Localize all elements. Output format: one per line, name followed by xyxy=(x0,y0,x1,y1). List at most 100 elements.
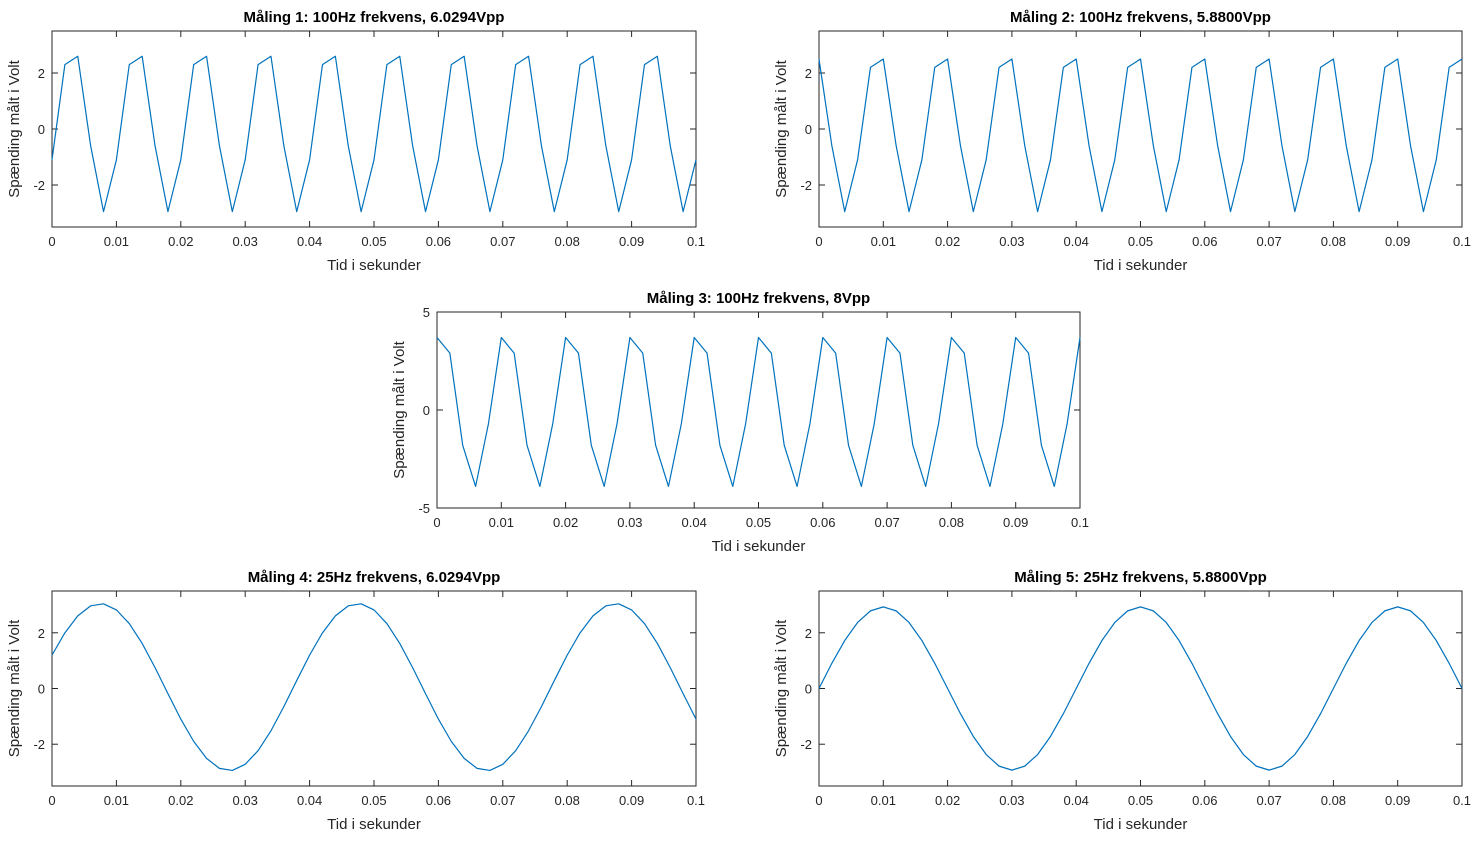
x-tick-label: 0.05 xyxy=(361,793,386,808)
x-tick-label: 0.09 xyxy=(1385,793,1410,808)
x-tick-label: 0.01 xyxy=(871,234,896,249)
x-tick-label: 0.02 xyxy=(168,793,193,808)
x-tick-label: 0.1 xyxy=(1453,234,1471,249)
x-axis-label: Tid i sekunder xyxy=(327,816,421,833)
x-tick-label: 0 xyxy=(48,793,55,808)
x-tick-label: 0.06 xyxy=(810,515,835,530)
x-tick-label: 0.07 xyxy=(1256,234,1281,249)
y-axis-label: Spænding målt i Volt xyxy=(6,59,23,197)
x-tick-label: 0.1 xyxy=(687,234,705,249)
x-tick-label: 0.03 xyxy=(999,234,1024,249)
x-tick-label: 0.03 xyxy=(233,793,258,808)
y-tick-label: 5 xyxy=(423,305,430,320)
plot-title: Måling 3: 100Hz frekvens, 8Vpp xyxy=(647,290,870,307)
x-tick-label: 0.01 xyxy=(104,234,129,249)
x-tick-label: 0.08 xyxy=(939,515,964,530)
x-tick-label: 0 xyxy=(815,793,822,808)
x-tick-label: 0.05 xyxy=(1128,234,1153,249)
y-tick-label: 0 xyxy=(38,122,45,137)
x-tick-label: 0.05 xyxy=(746,515,771,530)
x-axis-label: Tid i sekunder xyxy=(712,538,806,555)
x-tick-label: 0.09 xyxy=(619,793,644,808)
x-tick-label: 0.03 xyxy=(999,793,1024,808)
x-tick-label: 0.08 xyxy=(555,793,580,808)
x-tick-label: 0.04 xyxy=(1064,793,1089,808)
x-tick-label: 0.02 xyxy=(553,515,578,530)
y-axis-label: Spænding målt i Volt xyxy=(773,59,790,197)
y-tick-label: -2 xyxy=(33,737,45,752)
subplot-4: 0 0.01 0.02 0.03 0.04 0.05 0.06 0.07 0.08 0.09 0.1… xyxy=(6,569,705,833)
plot-title: Måling 1: 100Hz frekvens, 6.0294Vpp xyxy=(244,9,505,26)
y-axis-label: Spænding målt i Volt xyxy=(6,619,23,757)
y-tick-label: 0 xyxy=(38,682,45,697)
x-tick-label: 0.02 xyxy=(935,793,960,808)
x-tick-label: 0.1 xyxy=(1453,793,1471,808)
x-tick-label: 0.07 xyxy=(490,793,515,808)
x-tick-label: 0.04 xyxy=(682,515,707,530)
x-tick-label: 0.01 xyxy=(871,793,896,808)
y-tick-label: 2 xyxy=(38,626,45,641)
x-tick-label: 0.03 xyxy=(233,234,258,249)
x-tick-label: 0.04 xyxy=(1064,234,1089,249)
axes-frame xyxy=(436,311,1081,509)
x-tick-label: 0.07 xyxy=(874,515,899,530)
x-tick-label: 0.09 xyxy=(619,234,644,249)
axes-frame xyxy=(51,30,697,228)
y-tick-label: -2 xyxy=(800,737,812,752)
x-tick-label: 0 xyxy=(433,515,440,530)
y-axis-label: Spænding målt i Volt xyxy=(391,340,408,478)
plot-title: Måling 5: 25Hz frekvens, 5.8800Vpp xyxy=(1014,569,1267,586)
x-tick-label: 0.04 xyxy=(297,793,322,808)
subplot-3: 0 0.01 0.02 0.03 0.04 0.05 0.06 0.07 0.08 0.09 0.1… xyxy=(391,290,1089,555)
x-tick-label: 0.06 xyxy=(1192,793,1217,808)
x-tick-label: 0.03 xyxy=(617,515,642,530)
x-tick-label: 0.05 xyxy=(1128,793,1153,808)
x-tick-label: 0.09 xyxy=(1385,234,1410,249)
x-tick-label: 0.1 xyxy=(687,793,705,808)
subplot-1: 0 0.01 0.02 0.03 0.04 0.05 0.06 0.07 0.08 0.09 0.1… xyxy=(6,9,705,274)
x-tick-label: 0.1 xyxy=(1071,515,1089,530)
x-tick-label: 0.08 xyxy=(1321,793,1346,808)
x-axis-label: Tid i sekunder xyxy=(327,257,421,274)
x-tick-label: 0.01 xyxy=(489,515,514,530)
plot-title: Måling 2: 100Hz frekvens, 5.8800Vpp xyxy=(1010,9,1271,26)
y-tick-label: -2 xyxy=(800,178,812,193)
x-axis-label: Tid i sekunder xyxy=(1094,816,1188,833)
series-line xyxy=(818,606,1463,771)
x-tick-label: 0.06 xyxy=(426,793,451,808)
plot-title: Måling 4: 25Hz frekvens, 6.0294Vpp xyxy=(248,569,501,586)
x-tick-label: 0.02 xyxy=(935,234,960,249)
x-tick-label: 0.08 xyxy=(555,234,580,249)
x-tick-label: 0.04 xyxy=(297,234,322,249)
x-tick-label: 0.07 xyxy=(490,234,515,249)
y-tick-label: -5 xyxy=(418,501,430,516)
y-tick-label: 2 xyxy=(805,626,812,641)
subplot-5: 0 0.01 0.02 0.03 0.04 0.05 0.06 0.07 0.08 0.09 0.1… xyxy=(773,569,1471,833)
axes-frame xyxy=(818,590,1463,787)
x-tick-label: 0 xyxy=(815,234,822,249)
x-tick-label: 0 xyxy=(48,234,55,249)
y-tick-label: -2 xyxy=(33,178,45,193)
series-line xyxy=(51,55,697,213)
y-tick-label: 2 xyxy=(805,66,812,81)
series-line xyxy=(436,336,1081,488)
x-tick-label: 0.05 xyxy=(361,234,386,249)
subplot-2: 0 0.01 0.02 0.03 0.04 0.05 0.06 0.07 0.08 0.09 0.1… xyxy=(773,9,1471,274)
x-tick-label: 0.06 xyxy=(426,234,451,249)
y-tick-label: 2 xyxy=(38,66,45,81)
x-tick-label: 0.02 xyxy=(168,234,193,249)
series-line xyxy=(51,603,697,772)
x-tick-label: 0.08 xyxy=(1321,234,1346,249)
series-line xyxy=(818,58,1463,213)
y-tick-label: 0 xyxy=(805,682,812,697)
x-tick-label: 0.06 xyxy=(1192,234,1217,249)
x-axis-label: Tid i sekunder xyxy=(1094,257,1188,274)
axes-frame xyxy=(51,590,697,787)
x-tick-label: 0.01 xyxy=(104,793,129,808)
y-tick-label: 0 xyxy=(423,403,430,418)
x-tick-label: 0.09 xyxy=(1003,515,1028,530)
y-tick-label: 0 xyxy=(805,122,812,137)
x-tick-label: 0.07 xyxy=(1256,793,1281,808)
y-axis-label: Spænding målt i Volt xyxy=(773,619,790,757)
